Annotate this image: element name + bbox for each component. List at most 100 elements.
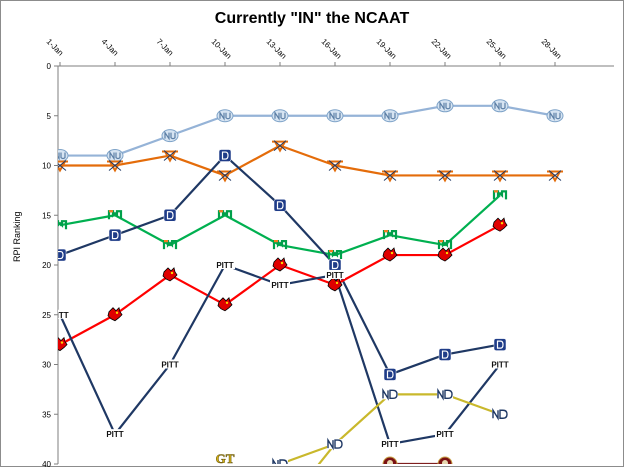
data-point-north-carolina xyxy=(546,109,564,123)
x-tick-label: 28-Jan xyxy=(540,37,564,61)
data-point-notre-dame xyxy=(492,407,508,421)
data-point-virginia xyxy=(217,170,233,183)
data-point-louisville xyxy=(107,306,123,322)
series-line-miami xyxy=(59,194,501,257)
data-point-north-carolina xyxy=(436,99,454,113)
data-point-miami xyxy=(492,190,508,200)
data-point-pittsburgh: PITT xyxy=(380,439,400,449)
svg-text:PITT: PITT xyxy=(436,430,453,439)
data-point-north-carolina xyxy=(381,109,399,123)
x-tick-label: 1-Jan xyxy=(45,37,66,58)
data-point-north-carolina xyxy=(491,99,509,113)
series-line-pittsburgh xyxy=(59,263,501,446)
data-point-pittsburgh: PITT xyxy=(490,359,510,370)
data-point-duke xyxy=(108,228,122,242)
data-point-north-carolina xyxy=(216,109,234,123)
data-point-florida-state xyxy=(382,456,398,464)
data-point-miami xyxy=(272,240,288,250)
data-point-duke xyxy=(438,348,452,361)
data-point-duke xyxy=(273,199,287,212)
x-tick-label: 7-Jan xyxy=(155,37,176,58)
x-tick-label: 19-Jan xyxy=(375,37,399,61)
svg-text:PITT: PITT xyxy=(271,281,288,290)
data-point-north-carolina xyxy=(326,109,344,123)
data-point-north-carolina xyxy=(58,149,69,163)
x-tick-label: 25-Jan xyxy=(485,37,509,61)
data-point-louisville xyxy=(162,267,178,282)
data-point-pittsburgh: PITT xyxy=(105,429,125,439)
data-point-north-carolina xyxy=(271,109,289,123)
svg-text:PITT: PITT xyxy=(491,361,508,370)
data-point-virginia xyxy=(492,170,508,183)
y-tick-label: 40 xyxy=(42,460,51,467)
data-point-miami xyxy=(437,240,453,250)
data-point-virginia xyxy=(272,140,288,153)
data-point-virginia xyxy=(107,160,123,173)
series-line-north-carolina xyxy=(60,104,556,157)
data-point-virginia xyxy=(162,150,178,163)
data-point-miami xyxy=(217,210,233,220)
data-point-north-carolina xyxy=(106,149,124,163)
data-point-pittsburgh: PITT xyxy=(215,260,235,270)
data-point-virginia xyxy=(58,160,68,173)
y-tick-label: 10 xyxy=(42,162,51,171)
data-point-pittsburgh: PITT xyxy=(51,309,70,320)
data-point-virginia xyxy=(437,170,453,183)
data-point-duke xyxy=(383,368,397,381)
y-tick-label: 20 xyxy=(42,261,51,270)
svg-text:PITT: PITT xyxy=(326,271,343,280)
data-point-virginia xyxy=(327,160,343,173)
x-tick-label: 16-Jan xyxy=(320,37,344,61)
data-point-pittsburgh: PITT xyxy=(325,269,345,280)
data-point-miami xyxy=(162,240,178,250)
data-point-north-carolina xyxy=(161,129,179,143)
y-tick-label: 35 xyxy=(42,410,51,419)
svg-text:PITT: PITT xyxy=(381,440,398,449)
data-point-virginia xyxy=(547,170,563,183)
data-point-miami xyxy=(58,220,68,230)
data-point-louisville xyxy=(382,247,398,262)
x-tick-label: 10-Jan xyxy=(210,37,234,61)
data-point-miami xyxy=(107,210,123,220)
svg-text:PITT: PITT xyxy=(161,361,178,370)
data-point-louisville xyxy=(272,257,288,272)
series-line-virginia xyxy=(60,144,555,177)
data-point-miami xyxy=(327,249,343,260)
y-tick-label: 25 xyxy=(42,311,51,320)
data-point-louisville xyxy=(327,277,343,292)
data-point-pittsburgh: PITT xyxy=(160,359,180,370)
y-tick-label: 0 xyxy=(47,62,52,71)
x-tick-label: 4-Jan xyxy=(100,37,121,58)
data-point-notre-dame xyxy=(437,387,453,401)
data-point-notre-dame xyxy=(327,437,343,451)
y-tick-label: 30 xyxy=(42,361,51,370)
y-tick-label: 15 xyxy=(42,211,51,220)
x-tick-label: 13-Jan xyxy=(265,37,289,61)
y-tick-label: 5 xyxy=(47,112,52,121)
data-point-duke xyxy=(328,258,342,272)
data-point-duke xyxy=(218,149,232,162)
data-point-pittsburgh: PITT xyxy=(435,429,455,439)
svg-text:PITT: PITT xyxy=(216,261,233,270)
x-tick-label: 22-Jan xyxy=(430,37,454,61)
data-point-notre-dame xyxy=(272,457,288,464)
data-point-duke xyxy=(163,209,177,222)
data-point-duke xyxy=(58,248,67,262)
data-point-notre-dame xyxy=(382,387,398,401)
svg-text:PITT: PITT xyxy=(51,311,68,320)
data-point-virginia xyxy=(382,170,398,183)
chart-title: Currently "IN" the NCAAT xyxy=(214,10,410,27)
data-point-louisville xyxy=(492,217,508,232)
data-point-louisville xyxy=(437,247,453,262)
data-point-georgia-tech: GT xyxy=(215,451,235,466)
svg-text:PITT: PITT xyxy=(106,430,123,439)
data-point-florida-state xyxy=(437,456,453,464)
data-point-duke xyxy=(493,338,507,351)
data-point-louisville xyxy=(58,336,68,352)
svg-text:GT: GT xyxy=(216,451,235,466)
data-point-pittsburgh: PITT xyxy=(270,279,290,290)
data-point-miami xyxy=(382,230,398,240)
data-point-louisville xyxy=(217,297,233,312)
